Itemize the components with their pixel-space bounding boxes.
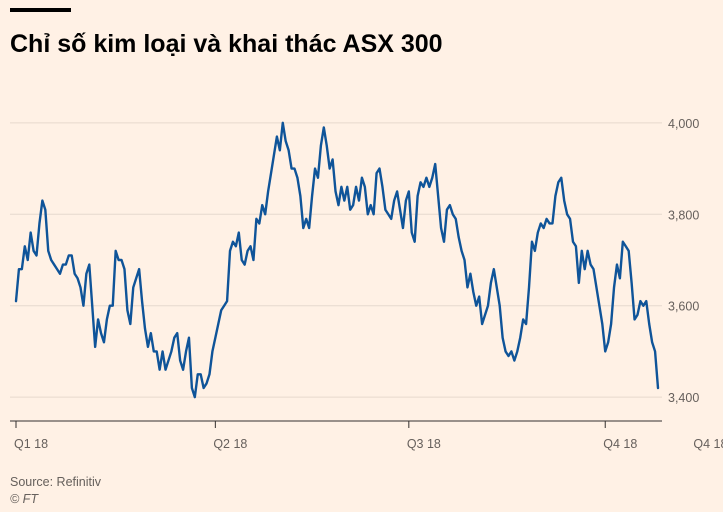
y-tick-label: 4,000 [668,117,699,131]
x-tick-label: Q2 18 [213,437,247,451]
y-tick-label: 3,400 [668,391,699,405]
y-tick-label: 3,800 [668,208,699,222]
x-axis [10,420,662,428]
x-tick-label: Q4 18 [603,437,637,451]
x-tick-labels: Q1 18 Q2 18 Q3 18 Q4 18 Q4 18 [14,437,723,451]
x-tick-label: Q4 18 [693,437,723,451]
gridlines [10,122,662,398]
series-line [14,121,660,399]
x-tick-label: Q3 18 [407,437,441,451]
y-tick-labels: 3,400 3,600 3,800 4,000 [668,117,699,405]
x-tick-label: Q1 18 [14,437,48,451]
y-tick-label: 3,600 [668,300,699,314]
source-note: Source: Refinitiv [10,475,102,489]
credit-note: © FT [10,492,38,506]
chart-title: Chỉ số kim loại và khai thác ASX 300 [10,30,443,58]
brand-bar [10,8,71,12]
series-group [14,121,660,399]
